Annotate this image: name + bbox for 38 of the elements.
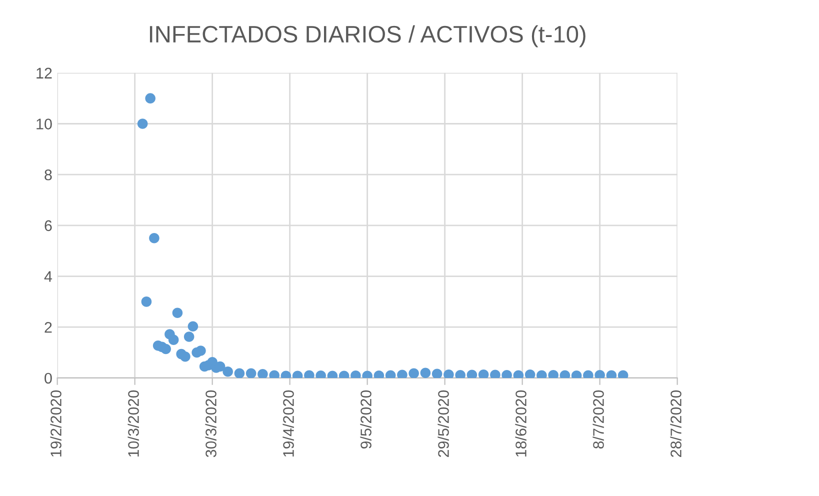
- point: [478, 369, 489, 378]
- y-tick-label: 8: [44, 169, 52, 180]
- point: [137, 118, 148, 129]
- x-tick-label: 19/4/2020: [282, 390, 294, 457]
- point: [258, 368, 268, 378]
- point: [141, 296, 152, 307]
- point: [149, 232, 160, 244]
- point: [524, 369, 536, 378]
- point: [420, 368, 431, 378]
- y-tick-label: 4: [44, 271, 52, 282]
- point: [222, 366, 233, 377]
- point: [160, 344, 171, 354]
- y-tick-label: 6: [44, 220, 52, 232]
- x-tick-label: 10/3/2020: [128, 390, 139, 457]
- y-tick-label: 12: [36, 68, 52, 78]
- y-tick-label: 10: [36, 118, 52, 130]
- point: [196, 346, 206, 356]
- point: [180, 351, 190, 362]
- point: [172, 308, 183, 318]
- y-tick-label: 0: [44, 372, 52, 384]
- y-tick-label: 2: [44, 322, 52, 333]
- point: [184, 332, 194, 342]
- x-tick-label: 29/5/2020: [438, 390, 449, 457]
- x-tick-label: 28/7/2020: [670, 390, 682, 457]
- x-tick-label: 19/2/2020: [50, 390, 62, 457]
- point: [188, 321, 198, 332]
- point: [168, 334, 179, 345]
- x-tick-label: 8/7/2020: [592, 390, 604, 449]
- point: [246, 368, 256, 378]
- x-tick-label: 18/6/2020: [515, 390, 526, 457]
- chart-title: INFECTADOS DIARIOS / ACTIVOS (t-10): [150, 25, 586, 48]
- x-tick-label: 9/5/2020: [360, 390, 372, 449]
- point: [444, 369, 454, 378]
- point: [408, 368, 419, 378]
- x-tick-label: 30/3/2020: [205, 390, 216, 458]
- point: [145, 93, 156, 104]
- point: [234, 368, 245, 378]
- point: [432, 368, 442, 378]
